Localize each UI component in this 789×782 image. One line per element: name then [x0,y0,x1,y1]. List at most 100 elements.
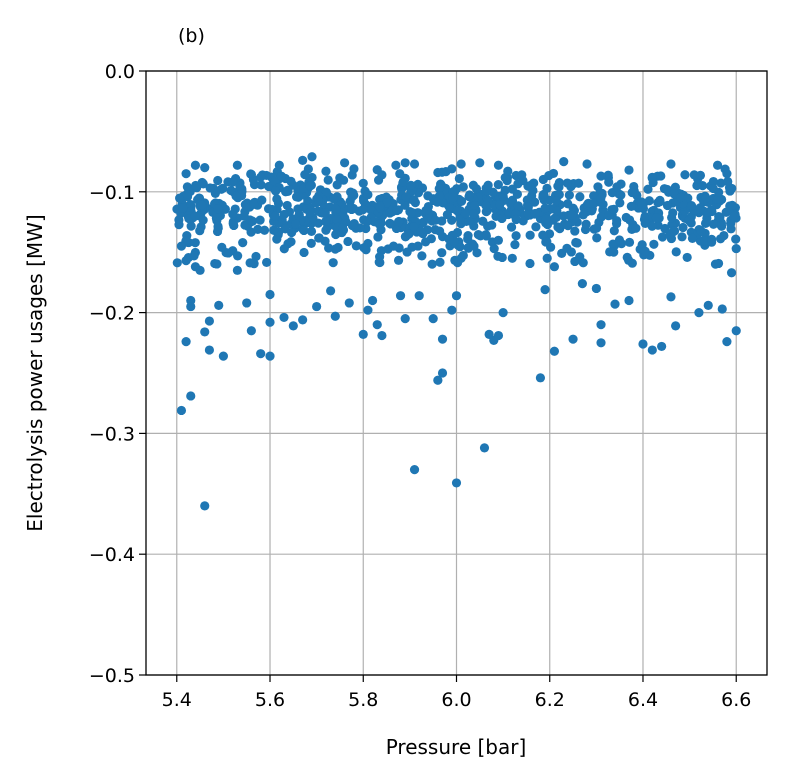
data-point [437,248,447,258]
data-point [420,237,431,247]
data-point [409,222,419,232]
data-point [409,159,420,169]
data-point [530,208,540,219]
y-tick-label: 0.0 [105,61,135,83]
data-point [696,226,706,236]
data-point [362,216,372,227]
data-point [445,203,455,213]
data-point [213,221,223,232]
x-tick-label: 5.6 [255,689,285,711]
data-point [329,194,339,204]
data-point [479,443,490,453]
data-point [435,226,445,236]
data-point [291,192,302,202]
data-point [332,180,342,190]
data-point [667,212,677,223]
data-point [638,339,648,349]
data-point [372,320,382,330]
data-point [358,205,368,215]
data-point [320,208,330,218]
data-point [731,243,741,254]
data-point [198,215,208,225]
data-point [233,251,243,261]
data-point [223,248,233,258]
data-point [300,170,310,180]
data-point [649,239,659,249]
data-point [675,192,686,203]
data-point [582,159,592,169]
data-points [172,152,741,511]
y-tick-label: −0.5 [89,665,135,687]
data-point [647,345,657,355]
data-point [228,177,238,187]
data-point [401,192,411,202]
data-point [395,169,405,179]
data-point [335,173,345,183]
data-point [375,194,385,204]
data-point [660,223,670,234]
data-point [417,251,427,261]
data-point [523,202,533,212]
data-point [624,295,634,306]
data-point [423,191,433,201]
data-point [717,304,727,314]
data-point [525,230,535,240]
data-point [265,317,275,327]
data-point [331,204,341,214]
data-point [506,222,517,232]
data-point [447,305,457,315]
data-point [483,221,493,231]
data-point [299,225,309,236]
data-point [351,241,361,251]
data-point [435,257,445,267]
data-point [398,177,408,187]
data-point [409,195,419,205]
data-point [581,219,591,229]
data-point [404,229,414,239]
data-point [604,177,614,187]
data-point [596,212,606,222]
data-point [624,215,635,225]
data-point [575,192,585,202]
data-point [191,180,201,191]
data-point [542,237,552,247]
data-point [239,211,249,221]
data-point [666,292,676,302]
data-point [669,226,680,236]
data-point [538,174,548,185]
data-point [568,203,578,213]
data-point [647,172,657,182]
data-point [242,298,252,308]
data-point [290,219,301,229]
data-point [578,210,588,220]
data-point [468,180,478,190]
data-point [701,193,711,203]
data-point [575,252,585,262]
data-point [381,198,392,208]
data-point [458,182,468,192]
data-point [702,207,713,217]
data-point [456,196,467,206]
data-point [684,215,694,225]
data-point [232,265,242,275]
data-point [469,209,479,219]
data-point [212,259,222,269]
data-point [609,247,619,257]
data-point [481,231,492,241]
data-point [363,305,373,315]
data-point [671,247,681,257]
data-point [332,214,342,225]
data-point [286,176,296,186]
data-point [473,229,483,240]
data-point [414,291,424,301]
data-point [312,301,322,312]
data-point [182,182,192,192]
data-point [395,291,406,301]
data-point [686,200,697,211]
data-point [186,221,196,231]
data-point [363,190,373,200]
data-point [548,168,559,179]
data-point [228,219,238,229]
data-point [321,216,331,226]
data-point [406,208,417,218]
